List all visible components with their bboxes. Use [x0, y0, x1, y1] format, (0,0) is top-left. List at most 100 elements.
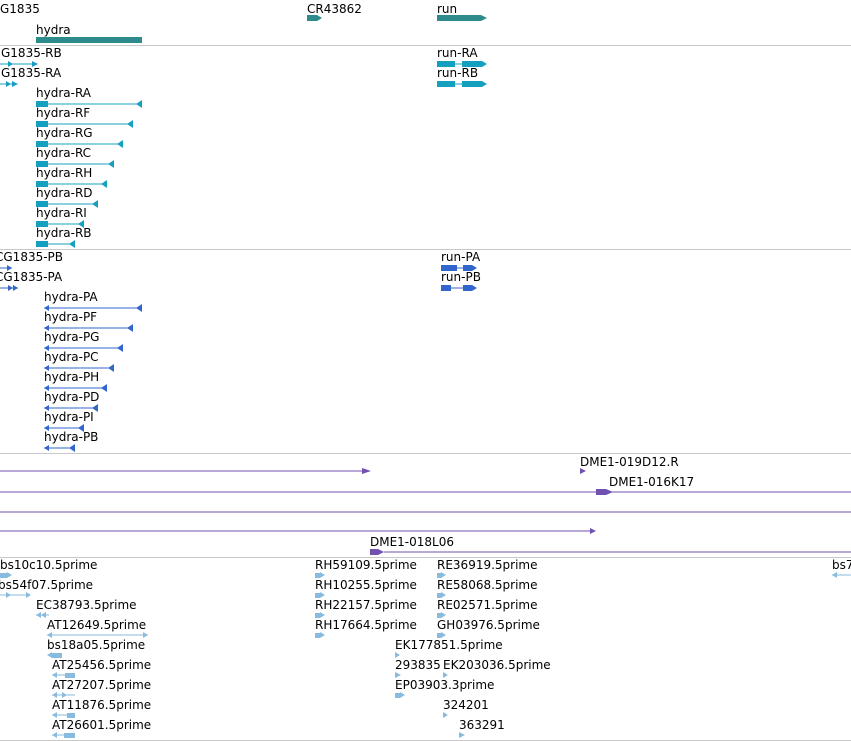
clone-glyph[interactable] — [370, 549, 851, 555]
est-glyph[interactable] — [52, 692, 75, 698]
transcript-glyph[interactable] — [437, 61, 487, 67]
clone-glyph[interactable] — [0, 528, 596, 534]
transcript-label[interactable]: hydra-RB — [36, 226, 92, 240]
transcript-glyph[interactable] — [36, 180, 107, 188]
protein-label[interactable]: hydra-PA — [44, 290, 98, 304]
transcript-label[interactable]: hydra-RC — [36, 146, 92, 160]
clone-label[interactable]: DME1-019D12.R — [580, 455, 679, 469]
protein-glyph[interactable] — [44, 344, 123, 352]
est-glyph[interactable] — [395, 692, 405, 698]
est-label[interactable]: EK177851.5prime — [395, 638, 503, 652]
protein-label[interactable]: run-PB — [441, 270, 481, 284]
protein-label[interactable]: CG1835-PA — [0, 270, 63, 284]
est-label[interactable]: bs54f07.5prime — [0, 578, 94, 592]
est-label[interactable]: bs10c10.5prime — [0, 558, 98, 572]
est-glyph[interactable] — [395, 652, 400, 658]
protein-glyph[interactable] — [441, 265, 477, 271]
protein-glyph[interactable] — [44, 324, 133, 332]
est-label[interactable]: 324201 — [443, 698, 489, 712]
protein-label[interactable]: hydra-PB — [44, 430, 99, 444]
protein-glyph[interactable] — [44, 424, 84, 432]
transcript-label[interactable]: G1835-RA — [1, 66, 62, 80]
transcript-label[interactable]: hydra-RD — [36, 186, 93, 200]
protein-glyph[interactable] — [441, 285, 477, 291]
gene-glyph-hydra[interactable] — [36, 37, 142, 43]
protein-glyph[interactable] — [44, 304, 142, 312]
est-glyph[interactable] — [437, 572, 446, 578]
est-label[interactable]: EP03903.3prime — [395, 678, 495, 692]
est-glyph[interactable] — [52, 732, 75, 738]
transcript-glyph[interactable] — [0, 81, 18, 87]
est-label[interactable]: RE58068.5prime — [437, 578, 538, 592]
est-glyph[interactable] — [315, 592, 325, 598]
transcript-glyph[interactable] — [36, 160, 114, 168]
transcript-glyph[interactable] — [36, 200, 98, 208]
gene-label-cr43862[interactable]: CR43862 — [307, 2, 362, 16]
est-glyph[interactable] — [315, 632, 325, 638]
est-label[interactable]: GH03976.5prime — [437, 618, 540, 632]
est-label[interactable]: AT27207.5prime — [52, 678, 152, 692]
est-label[interactable]: EK203036.5prime — [443, 658, 551, 672]
est-glyph[interactable] — [52, 672, 75, 678]
protein-label[interactable]: hydra-PC — [44, 350, 99, 364]
transcript-label[interactable]: run-RB — [437, 66, 479, 80]
est-label[interactable]: EC38793.5prime — [36, 598, 137, 612]
est-label[interactable]: RH10255.5prime — [315, 578, 417, 592]
protein-glyph[interactable] — [44, 404, 98, 412]
transcript-glyph[interactable] — [36, 140, 123, 148]
est-glyph[interactable] — [0, 592, 31, 598]
est-label[interactable]: AT11876.5prime — [52, 698, 152, 712]
est-label[interactable]: RE02571.5prime — [437, 598, 538, 612]
est-label[interactable]: 363291 — [459, 718, 505, 732]
est-glyph[interactable] — [437, 612, 446, 618]
est-label[interactable]: bs7 — [832, 558, 851, 572]
transcript-label[interactable]: run-RA — [437, 46, 478, 60]
transcript-label[interactable]: hydra-RF — [36, 106, 91, 120]
clone-glyph[interactable] — [0, 468, 371, 474]
transcript-label[interactable]: G1835-RB — [1, 46, 62, 60]
protein-glyph[interactable] — [0, 285, 18, 291]
est-label[interactable]: RH17664.5prime — [315, 618, 417, 632]
transcript-label[interactable]: hydra-RG — [36, 126, 93, 140]
est-label[interactable]: AT25456.5prime — [52, 658, 152, 672]
clone-glyph[interactable] — [0, 489, 851, 495]
protein-glyph[interactable] — [44, 444, 75, 452]
protein-glyph[interactable] — [0, 265, 12, 271]
protein-label[interactable]: CG1835-PB — [0, 250, 64, 264]
est-glyph[interactable] — [315, 572, 325, 578]
est-glyph[interactable] — [437, 632, 446, 638]
protein-glyph[interactable] — [44, 384, 107, 392]
est-label[interactable]: 293835 — [395, 658, 441, 672]
gene-glyph-cr43862[interactable] — [307, 15, 317, 21]
transcript-glyph[interactable] — [36, 220, 84, 228]
clone-label[interactable]: DME1-018L06 — [370, 535, 454, 549]
transcript-glyph[interactable] — [36, 120, 133, 128]
est-glyph[interactable] — [443, 712, 448, 718]
transcript-glyph[interactable] — [36, 100, 142, 108]
est-label[interactable]: RH22157.5prime — [315, 598, 417, 612]
protein-label[interactable]: run-PA — [441, 250, 481, 264]
protein-label[interactable]: hydra-PH — [44, 370, 100, 384]
transcript-label[interactable]: hydra-RH — [36, 166, 93, 180]
est-label[interactable]: AT12649.5prime — [47, 618, 147, 632]
est-label[interactable]: RE36919.5prime — [437, 558, 538, 572]
protein-glyph[interactable] — [44, 364, 114, 372]
gene-glyph-run[interactable] — [437, 15, 481, 21]
est-label[interactable]: RH59109.5prime — [315, 558, 417, 572]
est-glyph[interactable] — [832, 572, 851, 578]
est-glyph[interactable] — [315, 612, 325, 618]
est-label[interactable]: AT26601.5prime — [52, 718, 152, 732]
est-glyph[interactable] — [0, 572, 12, 578]
clone-glyph[interactable] — [580, 468, 586, 474]
protein-label[interactable]: hydra-PF — [44, 310, 98, 324]
protein-label[interactable]: hydra-PG — [44, 330, 100, 344]
transcript-glyph[interactable] — [0, 61, 38, 67]
transcript-glyph[interactable] — [437, 81, 487, 87]
transcript-glyph[interactable] — [36, 240, 75, 248]
clone-label[interactable]: DME1-016K17 — [609, 475, 695, 489]
est-glyph[interactable] — [47, 632, 148, 638]
gene-label-hydra[interactable]: hydra — [36, 23, 71, 37]
transcript-label[interactable]: hydra-RA — [36, 86, 92, 100]
est-glyph[interactable] — [437, 592, 446, 598]
est-glyph[interactable] — [36, 612, 49, 618]
